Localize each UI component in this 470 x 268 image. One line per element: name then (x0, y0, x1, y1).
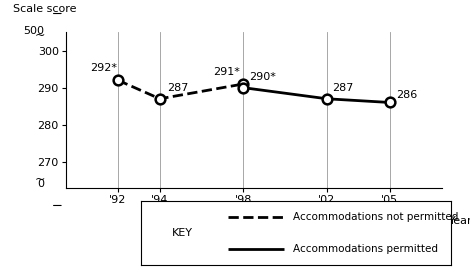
Text: 286: 286 (397, 90, 418, 100)
Text: 500: 500 (24, 26, 45, 36)
Text: 292*: 292* (90, 63, 117, 73)
Text: ~: ~ (35, 29, 46, 42)
Text: Year: Year (449, 215, 470, 226)
Text: 287: 287 (167, 83, 188, 93)
Text: KEY: KEY (172, 228, 193, 238)
Text: Accommodations permitted: Accommodations permitted (293, 244, 438, 254)
Text: ~: ~ (35, 173, 46, 186)
Text: Scale score: Scale score (13, 4, 77, 14)
Text: Accommodations not permitted: Accommodations not permitted (293, 212, 458, 222)
Text: 287: 287 (332, 83, 354, 93)
Text: 291*: 291* (213, 67, 240, 77)
Text: 0: 0 (38, 178, 45, 189)
Text: 290*: 290* (249, 72, 276, 82)
